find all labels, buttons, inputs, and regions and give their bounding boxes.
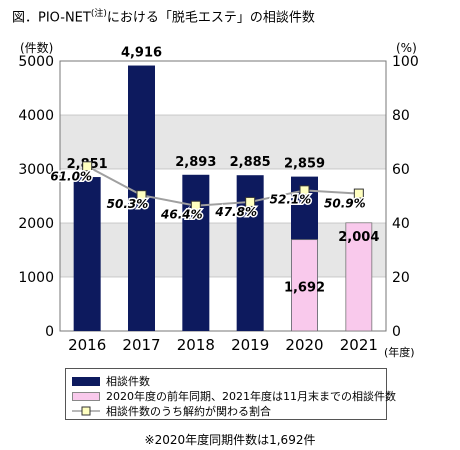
bar-value-label-same-period: 1,692	[284, 280, 325, 295]
y-left-tick-label: 0	[45, 324, 54, 340]
x-axis-unit-label: (年度)	[384, 345, 415, 359]
y-left-axis-label: (件数)	[20, 40, 53, 55]
plot-border	[59, 60, 387, 332]
line-value-label: 50.3%	[107, 197, 149, 211]
y-left-tick-label: 5000	[18, 54, 54, 70]
chart-canvas: 0 1000 2000 3000 4000 5000 0 20 40 60 80 100 (件数) (%)…	[18, 40, 419, 359]
grid-band	[60, 115, 386, 169]
bar-consultations	[182, 174, 210, 331]
title-note-mark: (注)	[90, 9, 107, 19]
y-left-tick-label: 2000	[18, 216, 54, 232]
bar-same-period	[291, 239, 318, 332]
title-prefix: 図．PIO-NET	[12, 10, 91, 26]
y-right-tick-label: 60	[392, 162, 410, 178]
chart-title: 図．PIO-NET(注)における「脱毛エステ」の相談件数	[12, 6, 315, 25]
legend-swatch-navy	[72, 376, 100, 386]
legend-swatch-pink	[72, 391, 100, 401]
y-right-axis-label: (%)	[396, 41, 417, 55]
line-point	[190, 200, 201, 211]
bar-value-label: 2,893	[175, 155, 216, 170]
line-point	[353, 188, 364, 199]
line-value-label: 50.9%	[324, 197, 366, 211]
legend-item-same-period: 2020年度の前年同期、2021年度は11月末までの相談件数	[72, 388, 396, 404]
x-tick-label: 2018	[177, 336, 215, 354]
legend-label-same-period: 2020年度の前年同期、2021年度は11月末までの相談件数	[106, 390, 396, 403]
legend: 相談件数 2020年度の前年同期、2021年度は11月末までの相談件数 相談件数…	[65, 368, 396, 420]
legend-swatch-line	[72, 406, 100, 416]
legend-item-consultations: 相談件数	[72, 373, 150, 389]
line-point	[82, 161, 93, 172]
legend-label-consultations: 相談件数	[106, 375, 150, 388]
x-tick-label: 2016	[68, 336, 106, 354]
y-left-tick-label: 3000	[18, 162, 54, 178]
bar-value-label: 4,916	[121, 46, 162, 61]
bar-value-label: 2,885	[230, 155, 271, 170]
y-right-tick-label: 20	[392, 270, 410, 286]
title-suffix: における「脱毛エステ」の相談件数	[106, 10, 315, 26]
line-value-label: 47.8%	[214, 205, 257, 219]
line-point	[245, 196, 256, 207]
x-tick-label: 2019	[231, 336, 269, 354]
bar-consultations	[73, 177, 101, 331]
x-tick-label: 2017	[122, 336, 160, 354]
legend-item-cancellation-ratio: 相談件数のうち解約が関わる割合	[72, 403, 271, 419]
footnote: ※2020年度同期件数は1,692件	[144, 433, 316, 447]
bar-value-label: 2,859	[284, 157, 325, 172]
line-point	[299, 185, 310, 196]
line-point	[136, 190, 147, 201]
y-left-tick-label: 1000	[18, 270, 54, 286]
bar-value-label-same-period: 2,004	[338, 230, 379, 245]
line-value-label: 46.4%	[160, 208, 203, 222]
x-tick-label: 2021	[340, 336, 378, 354]
grid-band	[60, 223, 386, 277]
y-right-tick-label: 40	[392, 216, 410, 232]
line-value-label: 52.1%	[270, 192, 312, 206]
line-cancellation-ratio	[86, 165, 359, 207]
bar-same-period	[345, 222, 373, 332]
y-left-tick-label: 4000	[18, 108, 54, 124]
line-value-label: 61.0%	[50, 169, 92, 183]
x-tick-label: 2020	[285, 336, 323, 354]
legend-label-cancellation-ratio: 相談件数のうち解約が関わる割合	[106, 405, 271, 418]
y-right-tick-label: 100	[392, 54, 419, 70]
y-right-tick-label: 80	[392, 108, 410, 124]
y-right-tick-label: 0	[392, 324, 401, 340]
